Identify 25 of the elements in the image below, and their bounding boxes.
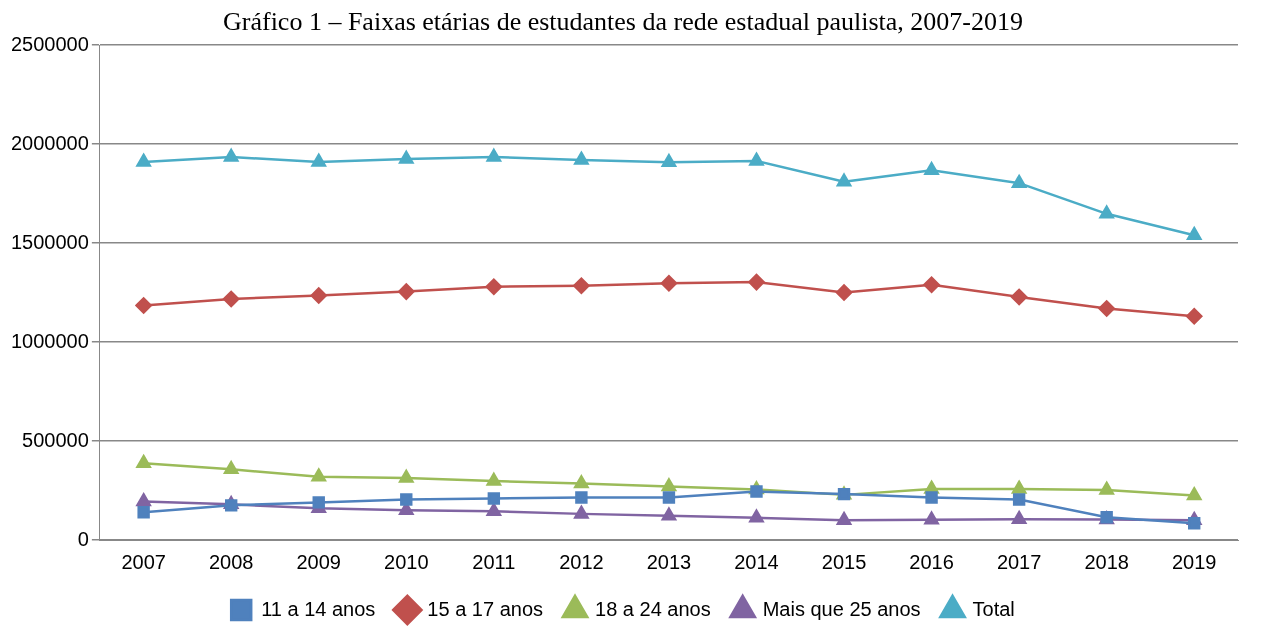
x-tick-label: 2009 (296, 550, 341, 573)
legend-label: Mais que 25 anos (762, 597, 921, 620)
legend-label: 15 a 17 anos (427, 597, 544, 620)
x-tick-label: 2016 (909, 550, 954, 573)
x-tick-label: 2013 (646, 550, 692, 573)
y-tick-label: 1500000 (10, 230, 89, 253)
x-tick-label: 2017 (996, 550, 1042, 573)
x-tick-label: 2018 (1084, 550, 1129, 573)
legend-label: 18 a 24 anos (595, 597, 711, 620)
x-tick-label: 2007 (121, 550, 166, 573)
y-tick-label: 500000 (22, 428, 89, 451)
x-tick-label: 2011 (472, 550, 516, 573)
x-tick-label: 2014 (734, 550, 779, 573)
x-tick-label: 2008 (208, 550, 254, 573)
legend-label: 11 a 14 anos (261, 597, 376, 620)
y-tick-label: 1000000 (10, 329, 89, 352)
chart-title: Gráfico 1 – Faixas etárias de estudantes da rede estadual paulista, 2007-2019 (223, 7, 1023, 37)
y-tick-label: 0 (77, 527, 89, 550)
x-tick-label: 2010 (384, 550, 429, 573)
x-tick-label: 2019 (1171, 550, 1217, 573)
legend-label: Total (972, 597, 1015, 620)
y-tick-label: 2000000 (10, 131, 89, 154)
y-tick-label: 2500000 (10, 32, 89, 55)
x-tick-label: 2012 (559, 550, 604, 573)
x-tick-label: 2015 (821, 550, 867, 573)
